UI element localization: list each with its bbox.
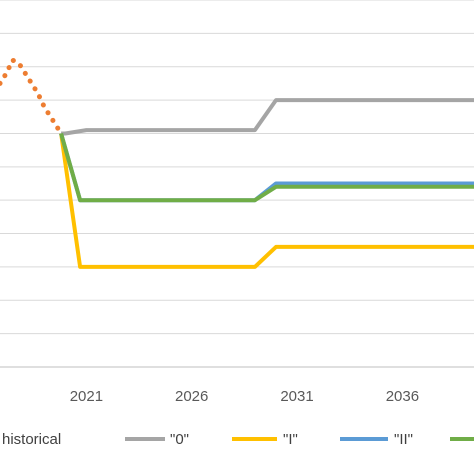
- x-axis-ticks: 2021 2026 2031 2036: [70, 388, 419, 405]
- x-tick-label: 2036: [386, 388, 419, 405]
- legend-label-historical: historical: [2, 431, 61, 448]
- series-line-0: [0, 57, 64, 136]
- series-line-1: [61, 98, 474, 136]
- legend-label-I: "I": [283, 431, 298, 448]
- legend-label-0: "0": [170, 431, 189, 448]
- legend-label-II: "II": [394, 431, 413, 448]
- series-lines: [0, 57, 474, 269]
- x-tick-label: 2026: [175, 388, 208, 405]
- legend: historical "0" "I" "II": [2, 431, 474, 448]
- series-line-4: [59, 132, 474, 203]
- series-line-2: [59, 133, 474, 269]
- x-tick-label: 2021: [70, 388, 103, 405]
- x-tick-label: 2031: [280, 388, 313, 405]
